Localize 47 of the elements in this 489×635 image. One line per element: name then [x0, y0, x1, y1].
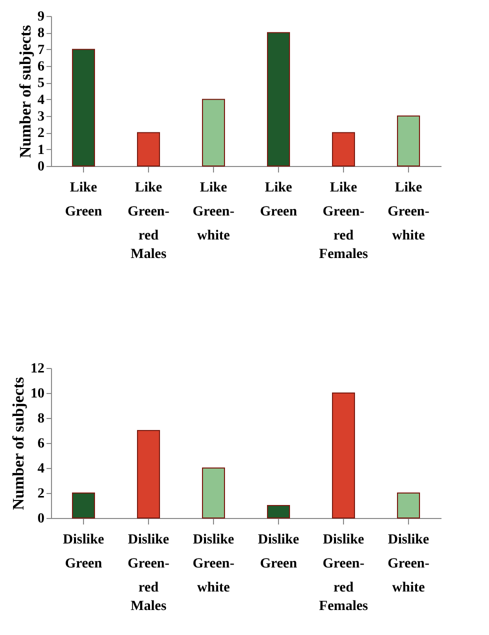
- y-tick-label: 9: [38, 10, 44, 24]
- y-tick-label: 6: [38, 60, 44, 74]
- bar: [137, 132, 160, 166]
- x-tick-label: Dislike Green-red: [322, 532, 365, 596]
- x-tick-label: Like Green-white: [388, 180, 430, 244]
- y-tick-label: 4: [38, 92, 44, 108]
- y-tick-label: 10: [30, 386, 44, 402]
- x-tick-label: Like Green: [260, 180, 298, 220]
- x-tick-label: Like Green-red: [322, 180, 365, 244]
- y-tick-label: 2: [38, 126, 44, 142]
- bar: [72, 492, 95, 518]
- y-tick-label: 12: [30, 362, 44, 376]
- x-tick-label: Dislike Green-red: [128, 532, 170, 596]
- text: Males: [130, 599, 167, 614]
- bar: [202, 98, 225, 166]
- x-tick-label: Dislike Green-white: [388, 532, 430, 596]
- text: Females: [319, 599, 369, 614]
- x-tick-label: Like Green: [64, 180, 102, 220]
- text: Males: [130, 247, 167, 262]
- y-tick-label: 8: [38, 412, 44, 426]
- bar: [397, 492, 420, 518]
- bar: [332, 392, 355, 518]
- y-tick-label: 5: [38, 76, 44, 92]
- y-tick-label: 6: [38, 436, 44, 452]
- y-tick-label: 2: [38, 486, 44, 502]
- x-tick-label: Like Green-white: [192, 180, 235, 244]
- x-tick-label: Dislike Green: [62, 532, 104, 572]
- y-tick-label: 4: [38, 462, 44, 476]
- y-tick-label: 1: [38, 142, 44, 158]
- y-tick-label: 0: [38, 160, 44, 174]
- x-tick-label: Dislike Green-white: [192, 532, 235, 596]
- y-tick-label: 3: [38, 110, 44, 124]
- y-axis-title: Number of subjects: [10, 376, 28, 510]
- bar: [332, 132, 355, 166]
- y-tick-label: 8: [38, 26, 44, 42]
- bar: [202, 468, 225, 518]
- bar: [72, 48, 95, 166]
- x-tick-label: Dislike Green: [258, 532, 300, 572]
- bar: [137, 430, 160, 518]
- text: Females: [319, 247, 369, 262]
- x-tick-label: Like Green-red: [128, 180, 170, 244]
- bar: [397, 116, 420, 166]
- y-tick-label: 0: [38, 512, 44, 526]
- y-axis-title: Number of subjects: [18, 24, 34, 158]
- bar: [267, 32, 290, 166]
- bar: [267, 505, 290, 518]
- y-tick-label: 7: [38, 42, 44, 58]
